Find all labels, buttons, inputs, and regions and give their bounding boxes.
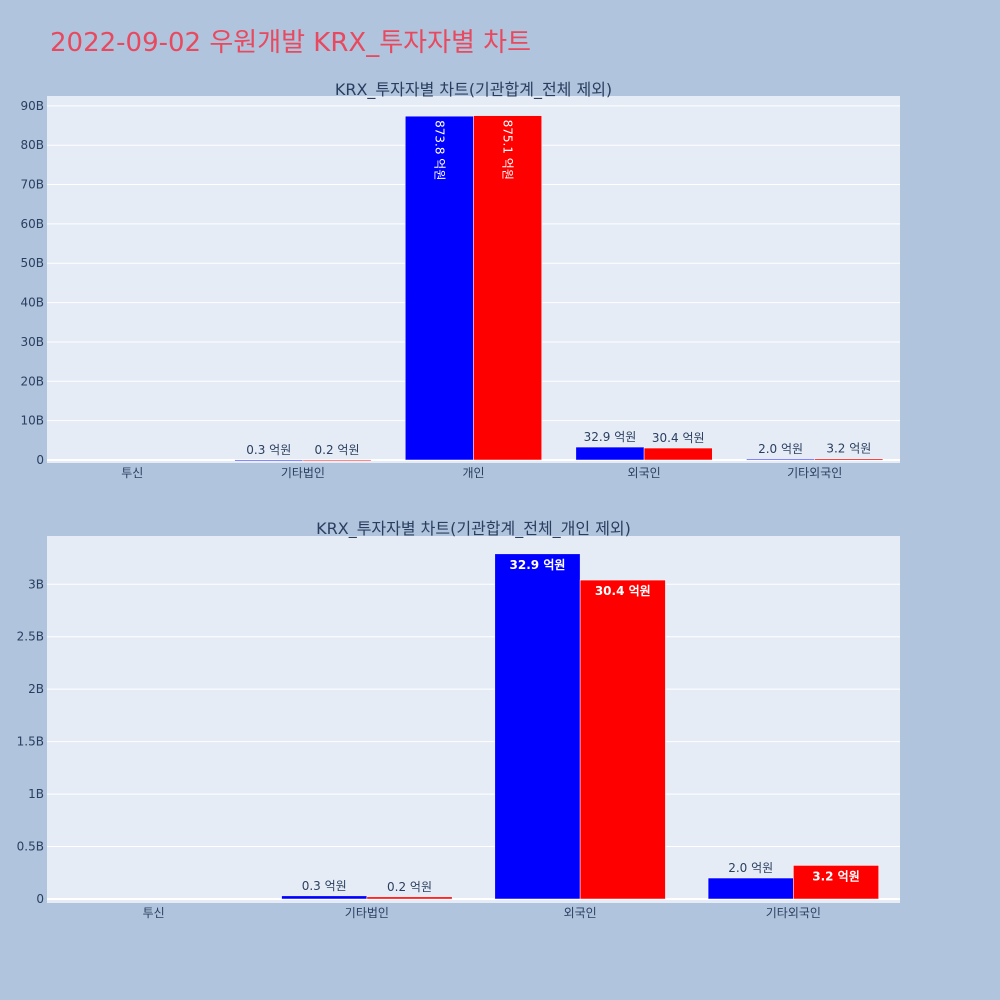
bar-label: 0.3 억원: [302, 879, 347, 893]
bar: [405, 115, 474, 461]
y-tick-label: 3B: [28, 577, 44, 591]
bar: [234, 459, 304, 462]
bar-label: 3.2 억원: [812, 869, 860, 883]
chart-top: KRX_투자자별 차트(기관합계_전체 제외) 0 10B 20B 30B 40B 50B 6…: [20, 80, 900, 480]
y-tick-label: 70B: [20, 178, 44, 192]
x-tick-label: 외국인: [628, 466, 661, 480]
y-tick-label: 1B: [28, 787, 44, 801]
y-tick-label: 10B: [20, 414, 44, 428]
bar-label: 0.3 억원: [246, 443, 291, 457]
y-tick-label: 0.5B: [17, 840, 44, 854]
bar: [366, 896, 453, 900]
bar: [707, 877, 794, 900]
x-tick-label: 투신: [121, 466, 143, 480]
y-tick-label: 90B: [20, 99, 44, 113]
bar: [473, 115, 542, 461]
y-tick-label: 50B: [20, 256, 44, 270]
bar: [579, 579, 666, 900]
bar: [575, 446, 645, 461]
chart-title: KRX_투자자별 차트(기관합계_전체 제외): [335, 80, 612, 100]
chart-bottom: KRX_투자자별 차트(기관합계_전체_개인 제외) 0 0.5B 1B 1.5B 2B 2…: [17, 519, 900, 920]
x-tick-label: 기타외국인: [787, 466, 842, 480]
y-tick-label: 1.5B: [17, 735, 44, 749]
x-tick-label: 투신: [143, 906, 165, 920]
y-tick-label: 40B: [20, 296, 44, 310]
plot-area: [47, 536, 900, 903]
y-tick-label: 0: [36, 892, 44, 906]
bar-label: 3.2 억원: [826, 442, 871, 456]
x-tick-label: 기타외국인: [766, 906, 821, 920]
x-tick-label: 외국인: [564, 906, 597, 920]
bar-label: 2.0 억원: [758, 442, 803, 456]
bar: [281, 895, 368, 900]
bar-label: 2.0 억원: [728, 861, 773, 875]
bar: [302, 459, 372, 462]
y-tick-label: 80B: [20, 138, 44, 152]
x-tick-label: 기타법인: [281, 466, 325, 480]
y-tick-label: 60B: [20, 217, 44, 231]
bar-label: 875.1 억원: [501, 120, 515, 180]
bar-label: 30.4 억원: [595, 584, 651, 598]
bar: [643, 447, 713, 461]
y-tick-label: 20B: [20, 374, 44, 388]
bar: [746, 458, 815, 461]
chart-title: KRX_투자자별 차트(기관합계_전체_개인 제외): [316, 519, 631, 539]
bar-label: 32.9 억원: [584, 430, 637, 444]
bar-label: 32.9 억원: [510, 558, 566, 572]
page-title: 2022-09-02 우원개발 KRX_투자자별 차트: [50, 28, 532, 58]
bar: [793, 865, 879, 900]
x-tick-label: 기타법인: [345, 906, 389, 920]
y-tick-label: 2.5B: [17, 630, 44, 644]
y-tick-label: 0: [36, 453, 44, 467]
x-tick-label: 개인: [462, 466, 484, 480]
bar: [814, 458, 884, 461]
bar: [494, 553, 581, 900]
y-tick-label: 30B: [20, 335, 44, 349]
bar-label: 873.8 억원: [432, 120, 446, 180]
bar-label: 0.2 억원: [315, 443, 360, 457]
y-tick-label: 2B: [28, 682, 44, 696]
bar-label: 0.2 억원: [387, 880, 432, 894]
bar-label: 30.4 억원: [652, 431, 705, 445]
